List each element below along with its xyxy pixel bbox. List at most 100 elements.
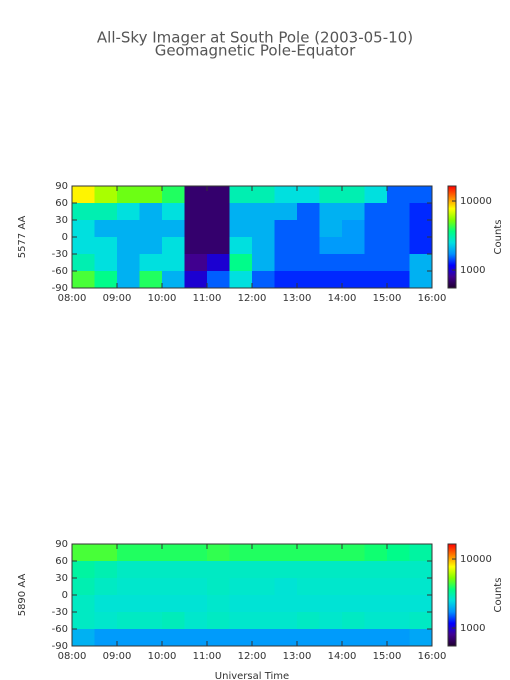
y-tick-label: 30 <box>55 573 68 584</box>
heatmap-cell <box>342 544 365 562</box>
colorbar-label: Counts <box>493 578 504 613</box>
heatmap-cell <box>252 612 275 630</box>
heatmap-cell <box>364 186 388 204</box>
heatmap-cell <box>319 561 343 579</box>
y-tick-label: 30 <box>55 215 68 226</box>
heatmap-cell <box>252 203 275 221</box>
heatmap-cell <box>387 254 410 272</box>
y-tick-label: -60 <box>52 624 68 635</box>
x-axis-label: Universal Time <box>215 671 289 680</box>
heatmap-cell <box>229 595 253 613</box>
heatmap-cell <box>409 186 433 204</box>
heatmap-cell <box>139 629 163 647</box>
heatmap-cell <box>364 254 388 272</box>
heatmap-cell <box>274 186 298 204</box>
colorbar-tick-label: 10000 <box>460 554 492 565</box>
x-tick-label: 15:00 <box>373 293 402 304</box>
heatmap-cell <box>387 237 410 255</box>
heatmap-cell <box>252 561 275 579</box>
heatmap-cell <box>117 612 140 630</box>
heatmap-cell <box>319 186 343 204</box>
heatmap-cell <box>252 220 275 238</box>
heatmap-cell <box>342 220 365 238</box>
heatmap-cell <box>319 203 343 221</box>
heatmap-cell <box>72 595 95 613</box>
heatmap-cell <box>139 544 163 562</box>
heatmap-cell <box>364 595 388 613</box>
heatmap-cell <box>409 595 433 613</box>
heatmap-cell <box>342 629 365 647</box>
y-tick-label: 0 <box>62 232 68 243</box>
x-tick-label: 12:00 <box>238 651 267 662</box>
heatmap-cell <box>387 561 410 579</box>
heatmap-cell <box>117 186 140 204</box>
heatmap-cell <box>72 237 95 255</box>
heatmap-cell <box>274 254 298 272</box>
heatmap-cell <box>297 578 320 596</box>
heatmap-cell <box>409 578 433 596</box>
heatmap-cell <box>117 578 140 596</box>
heatmap-cell <box>319 237 343 255</box>
heatmap-cell <box>117 629 140 647</box>
heatmap-cell <box>117 595 140 613</box>
heatmap-cell <box>72 578 95 596</box>
heatmap-cell <box>297 254 320 272</box>
heatmap-cell <box>94 271 118 289</box>
x-tick-label: 13:00 <box>283 293 312 304</box>
heatmap-cell <box>274 203 298 221</box>
y-tick-label: -30 <box>52 249 68 260</box>
heatmap-cell <box>94 629 118 647</box>
heatmap-cell <box>319 220 343 238</box>
heatmap-cell <box>94 612 118 630</box>
heatmap-cell <box>229 271 253 289</box>
x-tick-label: 16:00 <box>418 651 447 662</box>
heatmap-cell <box>409 629 433 647</box>
heatmap-cell <box>387 203 410 221</box>
heatmap-cell <box>252 271 275 289</box>
x-tick-label: 08:00 <box>58 651 87 662</box>
heatmap-cell <box>229 254 253 272</box>
heatmap-cell <box>387 578 410 596</box>
heatmap-cell <box>229 612 253 630</box>
heatmap-cell <box>94 544 118 562</box>
heatmap-cell <box>207 595 230 613</box>
heatmap-cell <box>184 203 208 221</box>
heatmap-cell <box>297 220 320 238</box>
y-tick-label: 60 <box>55 198 68 209</box>
heatmap-cell <box>207 271 230 289</box>
heatmap-cell <box>409 561 433 579</box>
heatmap-cell <box>364 237 388 255</box>
heatmap-cell <box>387 271 410 289</box>
heatmap-cell <box>117 544 140 562</box>
heatmap-cell <box>252 237 275 255</box>
heatmap-cell <box>274 578 298 596</box>
heatmap-cell <box>319 271 343 289</box>
heatmap-cell <box>94 578 118 596</box>
heatmap-cell <box>342 561 365 579</box>
heatmap-cell <box>162 203 185 221</box>
heatmap-cell <box>387 220 410 238</box>
heatmap-cell <box>297 629 320 647</box>
heatmap-cell <box>72 271 95 289</box>
heatmap-cell <box>72 612 95 630</box>
heatmap-cell <box>364 203 388 221</box>
colorbar-tick-label: 1000 <box>460 265 485 276</box>
heatmap-cell <box>409 254 433 272</box>
heatmap-cell <box>139 237 163 255</box>
heatmap-cell <box>117 220 140 238</box>
heatmap-cell <box>184 561 208 579</box>
chart-title: All-Sky Imager at South Pole (2003-05-10… <box>97 29 413 47</box>
x-tick-label: 09:00 <box>103 293 132 304</box>
heatmap-cell <box>184 237 208 255</box>
heatmap-cell <box>364 220 388 238</box>
heatmap-cell <box>252 595 275 613</box>
y-axis-label: 5577 AA <box>17 216 28 259</box>
heatmap-cell <box>409 612 433 630</box>
x-tick-label: 14:00 <box>328 293 357 304</box>
heatmap-cell <box>319 629 343 647</box>
heatmap-cell <box>162 578 185 596</box>
heatmap-cell <box>139 578 163 596</box>
heatmap-cell <box>229 629 253 647</box>
x-tick-label: 11:00 <box>193 651 222 662</box>
heatmap-cell <box>207 203 230 221</box>
